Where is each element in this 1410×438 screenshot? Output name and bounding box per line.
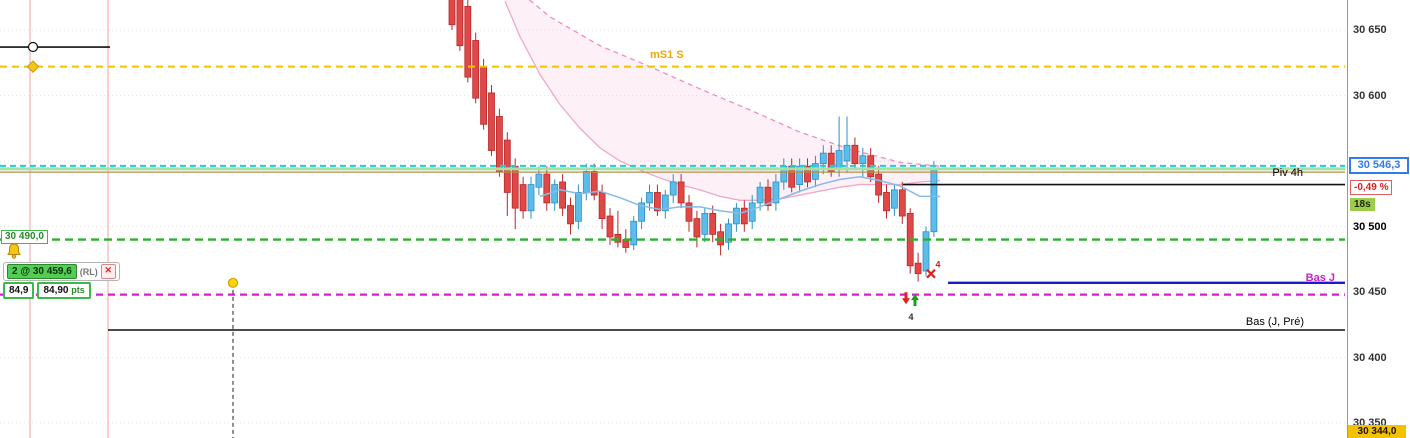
marker-arrow-up bbox=[911, 294, 919, 307]
candle-body bbox=[898, 189, 906, 217]
price-axis-label: 30 650 bbox=[1353, 24, 1387, 36]
candle-body bbox=[930, 169, 938, 233]
ma-envelope-upper bbox=[528, 0, 941, 167]
candle-body bbox=[669, 181, 677, 196]
candle-body bbox=[464, 6, 472, 78]
position-type-label: (RL) bbox=[79, 266, 98, 277]
candle-body bbox=[859, 155, 867, 165]
marker-count: 4 bbox=[935, 259, 940, 269]
candle-body bbox=[519, 184, 527, 212]
candle-body bbox=[559, 181, 566, 209]
price-axis-label: 30 500 bbox=[1353, 220, 1387, 233]
candle-body bbox=[527, 184, 535, 212]
candle-body bbox=[598, 192, 606, 220]
pnl-points-unit: pts bbox=[71, 285, 85, 295]
candlestick-chart[interactable]: 44 bbox=[0, 0, 1347, 438]
candle-body bbox=[590, 171, 598, 196]
candle-body bbox=[448, 0, 456, 26]
candle-body bbox=[725, 223, 732, 243]
candle-body bbox=[914, 262, 922, 275]
candle-body bbox=[922, 231, 930, 272]
position-pnl: 84,9 84,90 pts bbox=[3, 282, 91, 299]
candle-body bbox=[646, 192, 653, 204]
bar-countdown-badge: 18s bbox=[1350, 198, 1375, 211]
candle-body bbox=[804, 165, 811, 183]
marker-x bbox=[926, 268, 936, 279]
candle-body bbox=[827, 152, 835, 172]
candle-body bbox=[748, 202, 756, 222]
marker-circle bbox=[27, 41, 39, 53]
candle-body bbox=[819, 152, 827, 165]
candle-body bbox=[740, 207, 748, 225]
marker-arrow-down bbox=[902, 292, 910, 305]
level-label-piv-4h: Piv 4h bbox=[1272, 167, 1303, 179]
candle-body bbox=[551, 184, 559, 204]
candle-body bbox=[851, 144, 859, 165]
level-price-box-30344: 30 344,0 bbox=[1348, 425, 1406, 438]
candle-body bbox=[883, 192, 890, 212]
candle-body bbox=[654, 192, 661, 212]
ma-blue-line bbox=[539, 175, 940, 215]
candle-body bbox=[843, 144, 851, 162]
candle-body bbox=[685, 202, 693, 222]
candle-body bbox=[756, 186, 764, 204]
marker-circle bbox=[227, 277, 239, 288]
position-size-price: 2 @ 30 459,6 bbox=[7, 264, 77, 279]
candle-body bbox=[480, 66, 488, 125]
pnl-value: 84,9 bbox=[3, 282, 35, 299]
candle-body bbox=[796, 165, 803, 185]
alarm-icon[interactable] bbox=[5, 243, 23, 265]
candle-body bbox=[772, 181, 780, 204]
candle-body bbox=[717, 231, 724, 246]
candle-body bbox=[812, 163, 819, 180]
candle-body bbox=[575, 192, 582, 222]
candle-body bbox=[488, 92, 495, 151]
candle-body bbox=[456, 0, 464, 47]
candle-body bbox=[630, 220, 638, 246]
candle-body bbox=[891, 189, 898, 209]
candle-body bbox=[875, 173, 882, 196]
level-badge-30490: 30 490,0 bbox=[1, 230, 48, 244]
candle-body bbox=[693, 218, 701, 238]
level-label-ms1-s: mS1 S bbox=[650, 49, 684, 61]
open-position-badge[interactable]: 2 @ 30 459,6 (RL) ✕ bbox=[3, 262, 120, 281]
candle-body bbox=[472, 40, 480, 99]
candle-body bbox=[701, 212, 709, 235]
pnl-points: 84,90 pts bbox=[37, 282, 91, 299]
candle-body bbox=[733, 207, 740, 225]
candle-body bbox=[614, 233, 622, 243]
price-axis-label: 30 600 bbox=[1353, 89, 1387, 102]
price-axis[interactable]: 30 650 30 600 30 500 30 450 30 400 30 350 30 … bbox=[1347, 0, 1410, 438]
candle-body bbox=[661, 194, 669, 212]
level-label-bas-j-pre: Bas (J, Pré) bbox=[1245, 316, 1304, 328]
close-position-button[interactable]: ✕ bbox=[100, 264, 116, 279]
candle-body bbox=[543, 173, 551, 204]
candle-body bbox=[764, 186, 772, 206]
level-label-bas-j: Bas J bbox=[1305, 272, 1335, 284]
candle-body bbox=[677, 181, 685, 204]
candle-body bbox=[709, 212, 717, 235]
candle-body bbox=[638, 202, 645, 222]
ma-envelope-lower bbox=[504, 0, 941, 201]
change-percent-box: -0,49 % bbox=[1350, 180, 1393, 195]
candle-body bbox=[582, 171, 590, 193]
price-axis-label: 30 400 bbox=[1353, 351, 1387, 364]
candle-body bbox=[606, 215, 614, 238]
price-axis-label: 30 450 bbox=[1353, 286, 1387, 298]
candle-body bbox=[495, 116, 503, 172]
marker-diamond bbox=[26, 60, 40, 74]
level-price-box-30546: 30 546,3 bbox=[1349, 157, 1409, 174]
pnl-points-value: 84,90 bbox=[43, 285, 69, 296]
candle-body bbox=[535, 173, 543, 188]
marker-count: 4 bbox=[908, 312, 913, 322]
candle-body bbox=[567, 205, 574, 225]
